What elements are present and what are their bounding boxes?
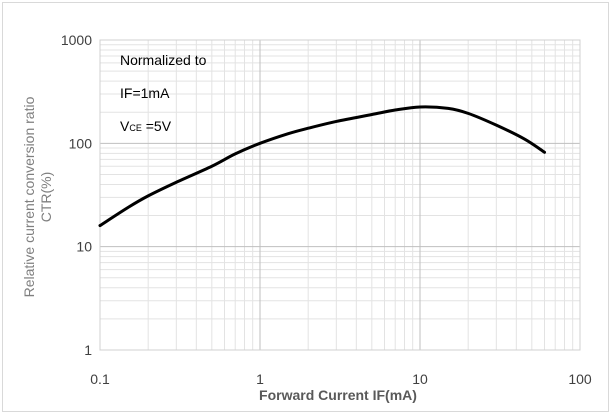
x-axis-title: Forward Current IF(mA) [259, 387, 417, 403]
annotation-rest: =5V [142, 118, 172, 134]
y-tick-label: 1 [84, 342, 92, 358]
ctr-curve [98, 105, 546, 228]
y-axis-title-line-2: CTR(%) [38, 172, 54, 223]
annotation-line-1: Normalized to [120, 52, 207, 68]
tick-labels: 0.1 1 10 100 1 10 100 1000 [61, 32, 592, 387]
annotation-box: Normalized to IF=1mA VCE =5V [120, 52, 207, 134]
y-tick-label: 100 [69, 135, 93, 151]
plot-border [99, 39, 581, 351]
grid [99, 39, 581, 351]
annotation-sub: CE [129, 123, 142, 133]
y-axis-title: Relative current conversion ratio CTR(%) [21, 96, 54, 297]
x-tick-label: 0.1 [90, 371, 110, 387]
annotation-line-2: IF=1mA [120, 85, 170, 101]
y-tick-label: 10 [76, 239, 92, 255]
x-tick-label: 100 [568, 371, 592, 387]
x-tick-label: 10 [412, 371, 428, 387]
chart-frame [2, 2, 609, 412]
annotation-line-3: VCE =5V [120, 118, 172, 134]
y-tick-label: 1000 [61, 32, 92, 48]
y-axis-title-line-1: Relative current conversion ratio [21, 96, 37, 297]
x-tick-label: 1 [256, 371, 264, 387]
annotation-v: V [120, 118, 130, 134]
